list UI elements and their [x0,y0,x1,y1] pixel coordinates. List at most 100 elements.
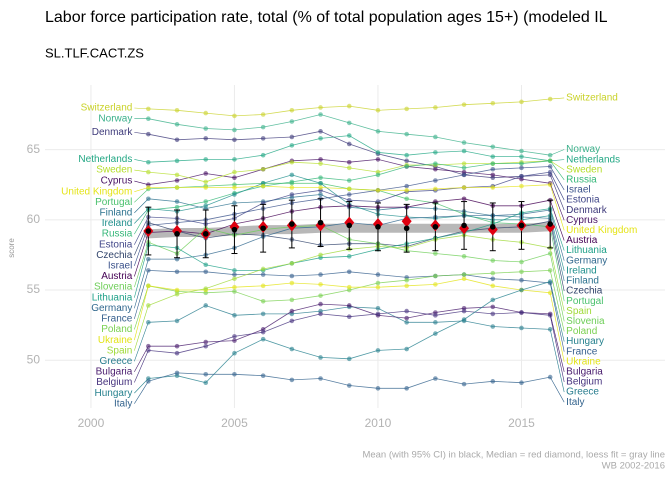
country-label: Lithuania [566,245,607,256]
country-point [519,287,524,293]
country-point [289,346,295,352]
country-point [318,157,323,162]
country-point [289,119,295,124]
country-point [490,161,496,166]
country-point [461,165,467,171]
label-leader [134,198,149,214]
country-label: Poland [101,324,132,335]
country-point [404,346,409,352]
country-label: Israel [108,261,132,272]
label-leader [549,208,565,251]
country-point [174,204,180,210]
country-point [203,171,209,176]
country-point [490,324,496,329]
label-leader [549,166,565,191]
chart-subtitle: SL.TLF.CACT.ZS [45,45,144,60]
country-label: Denmark [92,127,134,138]
country-point [289,192,295,197]
label-leader [134,259,149,309]
country-label: Greece [100,356,133,367]
country-point [318,282,323,287]
country-point [461,140,467,145]
country-point [461,102,467,107]
country-label: Italy [114,398,132,409]
country-point [346,254,352,259]
chart-title: Labor force participation rate, total (%… [45,9,608,26]
country-point [346,269,352,275]
country-point [232,169,237,175]
label-leader [550,160,565,170]
mean-point [489,224,496,230]
country-point [232,268,237,273]
country-point [289,308,295,314]
country-point [289,143,295,148]
country-point [174,287,180,293]
country-point [346,186,352,192]
country-point [260,183,266,189]
country-label: Slovenia [566,316,605,327]
country-point [404,308,409,314]
country-label: Cyprus [101,176,133,187]
country-point [433,273,438,279]
median-diamond [401,215,412,228]
country-point [490,379,496,384]
country-point [433,320,438,325]
country-line [148,281,551,384]
country-point [433,150,438,155]
country-point [519,173,524,179]
country-label: Portugal [95,197,132,208]
country-point [519,99,524,105]
mean-point [461,222,467,229]
country-point [260,272,266,277]
y-axis-label: score [7,238,16,258]
label-leader [549,292,565,362]
country-label: United Kingdom [566,225,637,236]
country-label: Lithuania [92,292,133,303]
label-leader [134,169,149,173]
label-leader [134,270,149,319]
country-point [203,371,209,377]
country-point [174,122,180,127]
country-point [203,203,209,209]
country-point [174,350,180,356]
country-point [260,112,266,117]
x-tick-label: 2015 [508,416,535,430]
label-leader [134,350,149,383]
country-point [461,185,467,190]
country-label: Switzerland [81,103,133,114]
country-point [232,127,237,133]
country-point [490,100,496,106]
mean-point [231,226,238,233]
country-point [346,133,352,138]
country-point [519,148,524,154]
country-point [174,178,180,183]
country-point [490,297,496,303]
country-point [260,152,266,158]
label-leader [549,281,565,342]
country-point [461,254,467,259]
country-point [203,136,209,141]
label-leader [134,381,149,404]
country-point [260,311,266,317]
country-label: Czechia [566,286,603,297]
country-point [490,172,496,178]
mean-point [547,221,553,227]
country-label: Switzerland [566,93,618,104]
label-leader [549,160,565,181]
label-leader [134,322,149,362]
country-point [404,283,409,289]
country-point [375,188,381,193]
country-point [346,356,352,362]
country-point [490,154,496,159]
country-point [490,258,496,263]
country-label: Greece [566,387,599,398]
mean-point [289,221,295,227]
mean-point [375,224,381,230]
country-point [174,137,180,143]
country-point [404,386,409,391]
country-point [404,106,409,112]
country-point [318,161,323,166]
country-point [289,134,295,140]
country-point [375,284,381,290]
country-point [232,272,237,277]
